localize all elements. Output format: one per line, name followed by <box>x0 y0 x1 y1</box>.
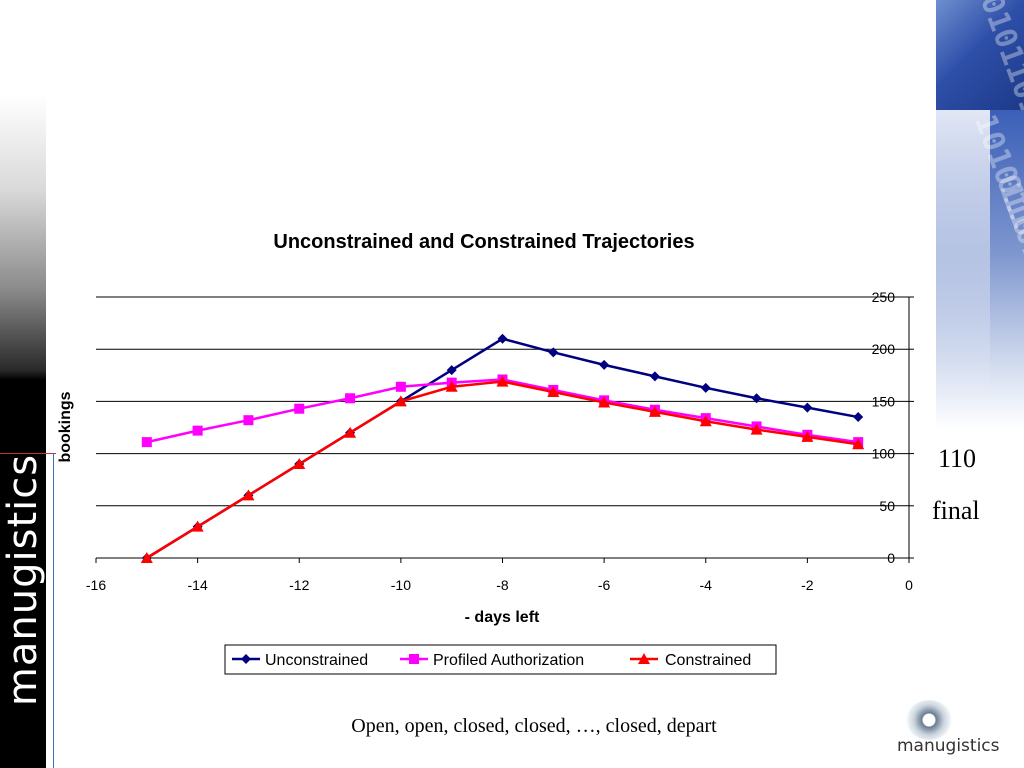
y-tick-labels: 0 50 100 150 200 250 <box>872 289 896 566</box>
data-point <box>445 380 458 392</box>
x-tick-label: -12 <box>289 577 309 593</box>
data-point <box>243 415 254 426</box>
data-point <box>496 375 509 387</box>
data-point <box>141 437 152 448</box>
x-tick-label: -10 <box>391 577 411 593</box>
left-divider-line <box>53 453 54 768</box>
left-accent-line <box>0 453 56 454</box>
data-point <box>294 403 305 414</box>
legend-label: Constrained <box>665 652 751 669</box>
binary-decor-panel-top: 0101101 <box>936 0 1024 110</box>
chart-legend: Unconstrained Profiled Authorization Const… <box>224 644 777 675</box>
series-unconstrained <box>141 333 864 563</box>
data-point <box>700 382 711 393</box>
data-point <box>599 359 610 370</box>
legend-label: Profiled Authorization <box>433 652 584 669</box>
x-axis-label: - days left <box>465 609 540 626</box>
legend-label: Unconstrained <box>265 652 368 669</box>
x-tick-label: -2 <box>801 577 814 593</box>
data-point <box>345 393 356 404</box>
y-tick-label: 0 <box>887 550 895 566</box>
left-brand-band <box>0 0 46 768</box>
data-point <box>192 425 203 436</box>
data-point <box>242 489 255 501</box>
final-label: final <box>932 496 980 525</box>
data-point <box>699 415 712 427</box>
data-point <box>394 395 407 407</box>
data-point <box>344 426 357 438</box>
chart-axes <box>95 297 910 563</box>
legend-item: Constrained <box>630 652 751 669</box>
data-point <box>852 438 865 450</box>
data-point <box>751 393 762 404</box>
legend-marker <box>409 654 419 664</box>
data-point <box>395 381 406 392</box>
chart-series <box>140 333 865 563</box>
final-value: 110 <box>938 444 977 473</box>
data-point <box>801 430 814 442</box>
x-tick-label: -16 <box>86 577 106 593</box>
series-line <box>146 337 859 560</box>
legend-marker <box>638 653 650 664</box>
decor-highlight <box>936 110 990 400</box>
data-point <box>598 396 611 408</box>
data-point <box>497 333 508 344</box>
y-tick-label: 100 <box>872 446 896 462</box>
binary-decor-panel: 1010110 0110101 <box>936 110 1024 430</box>
y-tick-label: 200 <box>872 341 896 357</box>
y-tick-label: 250 <box>872 289 896 305</box>
data-point <box>649 371 660 382</box>
series-constrained <box>140 375 865 563</box>
x-tick-label: -6 <box>598 577 611 593</box>
data-point <box>802 402 813 413</box>
data-point <box>548 347 559 358</box>
data-point <box>853 412 864 423</box>
company-logo: manugistics <box>893 698 1013 762</box>
y-tick-label: 150 <box>872 393 896 409</box>
y-tick-label: 50 <box>879 498 895 514</box>
legend-item: Unconstrained <box>232 652 368 669</box>
legend-marker <box>241 654 251 664</box>
x-tick-label: -4 <box>700 577 713 593</box>
data-point <box>293 458 306 470</box>
x-tick-labels: -16 -14 -12 -10 -8 -6 -4 -2 0 <box>86 577 913 593</box>
legend-box <box>224 644 777 675</box>
slide-caption: Open, open, closed, closed, …, closed, d… <box>351 715 717 737</box>
x-tick-label: -14 <box>188 577 208 593</box>
y-axis-label: bookings <box>57 391 74 462</box>
data-point <box>446 365 457 376</box>
data-point <box>547 386 560 398</box>
data-point <box>140 552 153 563</box>
legend-item: Profiled Authorization <box>400 652 584 669</box>
logo-swirl-icon <box>906 700 952 740</box>
data-point <box>750 423 763 435</box>
chart-title: Unconstrained and Constrained Trajectori… <box>273 231 694 253</box>
data-point <box>648 405 661 417</box>
logo-text: manugistics <box>897 736 1000 756</box>
data-point <box>191 520 204 532</box>
series-line <box>146 380 859 560</box>
x-tick-label: -8 <box>496 577 509 593</box>
series-line <box>146 378 859 444</box>
x-tick-label: 0 <box>905 577 913 593</box>
